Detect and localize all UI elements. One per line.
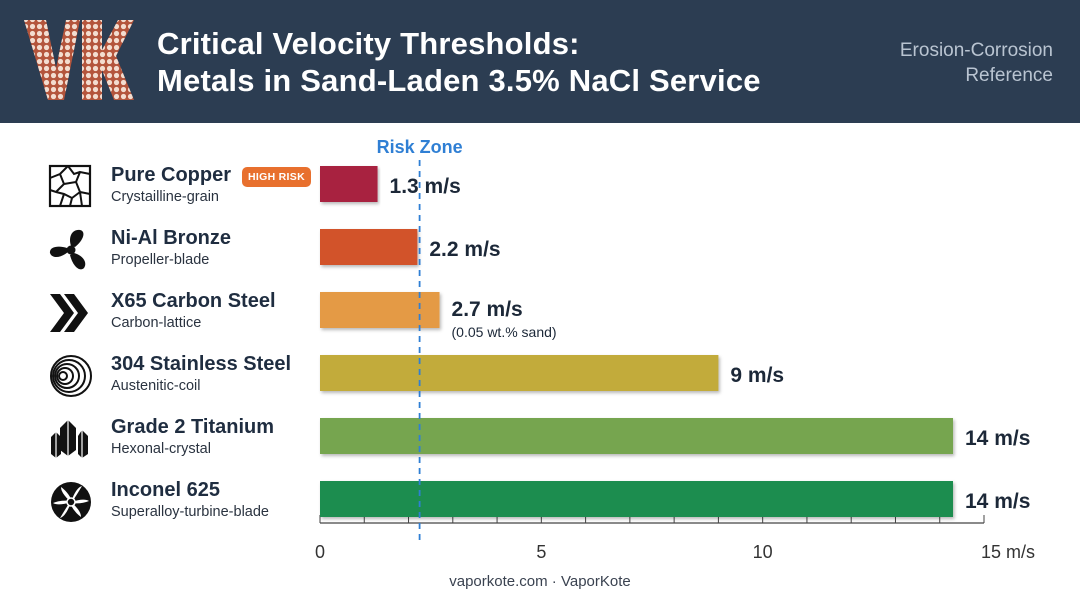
bar	[320, 481, 954, 517]
material-subtitle: Hexonal-crystal	[111, 441, 211, 457]
risk-zone-label: Risk Zone	[377, 137, 463, 157]
material-subtitle: Carbon-lattice	[111, 315, 202, 331]
footer-credit: vaporkote.com · VaporKote	[449, 573, 631, 590]
bar	[320, 292, 440, 328]
bar-value-label: 9 m/s	[730, 364, 784, 387]
material-name: 304 Stainless Steel	[111, 353, 292, 375]
material-subtitle: Propeller-blade	[111, 252, 210, 268]
material-row-inconel-625: Inconel 625 Superalloy-turbine-blade	[0, 475, 320, 525]
material-subtitle: Crystailline-grain	[111, 189, 219, 205]
x-tick-label: 5	[536, 542, 546, 562]
bar-value-label: 14 m/s	[965, 427, 1030, 450]
vk-logo	[24, 20, 134, 100]
reference-label: Erosion-Corrosion Reference	[793, 38, 1053, 88]
material-name: Ni-Al Bronze	[111, 227, 231, 249]
x-tick-label: 0	[315, 542, 325, 562]
crystal-grain-icon	[48, 164, 92, 208]
material-subtitle: Superalloy-turbine-blade	[111, 504, 269, 520]
high-risk-badge: HIGH RISK	[242, 167, 311, 187]
chevron-lattice-icon	[50, 294, 88, 332]
material-subtitle: Austenitic-coil	[111, 378, 201, 394]
material-name: Inconel 625	[111, 479, 220, 501]
bar	[320, 418, 954, 454]
material-row-304-stainless: 304 Stainless Steel Austenitic-coil	[0, 349, 320, 399]
bar-value-label: 14 m/s	[965, 490, 1030, 513]
material-row-grade-2-titanium: Grade 2 Titanium Hexonal-crystal	[0, 412, 320, 462]
x-tick-label: 15 m/s	[981, 542, 1035, 562]
bar	[320, 229, 418, 265]
material-name: Pure Copper	[111, 164, 232, 186]
reference-line-2: Reference	[965, 65, 1053, 86]
bar-value-label: 1.3 m/s	[390, 175, 461, 198]
material-row-copper: Pure Copper HIGH RISK Crystailline-grain	[0, 160, 320, 210]
coil-icon	[50, 355, 92, 397]
bar-value-label: 2.2 m/s	[429, 238, 500, 261]
bar	[320, 355, 719, 391]
crystal-cluster-icon	[51, 420, 88, 458]
bar-value-note: (0.05 wt.% sand)	[452, 324, 557, 340]
header-banner: Critical Velocity Thresholds: Metals in …	[0, 0, 1080, 123]
title-line-1: Critical Velocity Thresholds:	[157, 26, 580, 61]
reference-line-1: Erosion-Corrosion	[899, 40, 1053, 61]
x-tick-label: 10	[753, 542, 773, 562]
title-line-2: Metals in Sand-Laden 3.5% NaCl Service	[157, 63, 761, 98]
turbine-icon	[51, 482, 91, 522]
material-row-x65-carbon-steel: X65 Carbon Steel Carbon-lattice	[0, 286, 320, 336]
material-row-ni-al-bronze: Ni-Al Bronze Propeller-blade	[0, 223, 320, 273]
page-title: Critical Velocity Thresholds: Metals in …	[157, 25, 857, 99]
bar-value-label: 2.7 m/s	[452, 298, 523, 321]
material-name: X65 Carbon Steel	[111, 290, 276, 312]
propeller-icon	[49, 229, 86, 270]
bar	[320, 166, 378, 202]
material-name: Grade 2 Titanium	[111, 416, 275, 438]
